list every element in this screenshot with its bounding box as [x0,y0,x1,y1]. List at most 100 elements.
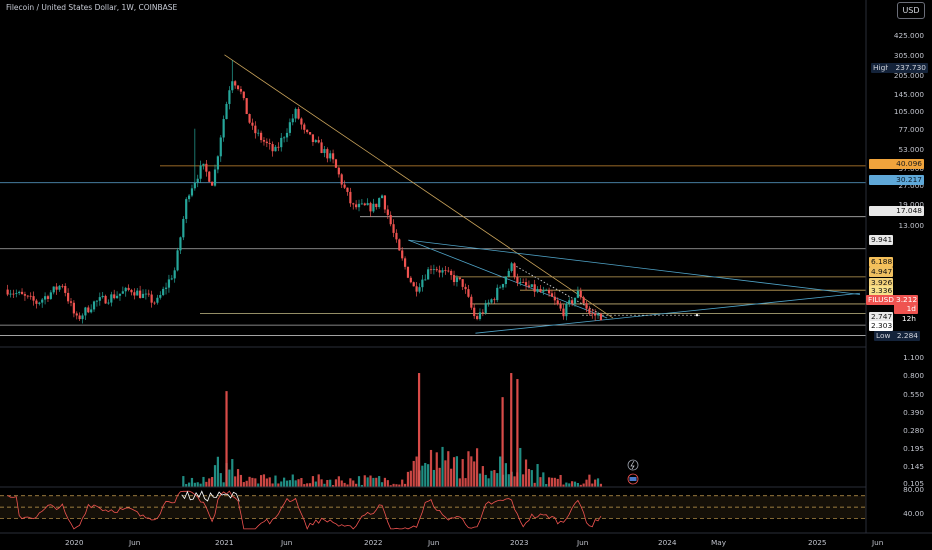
volume-bar [553,477,556,487]
candle-body [458,277,461,280]
candle-body [308,132,312,135]
volume-bar [340,480,343,487]
volume-bar [323,483,326,487]
volume-bar [524,459,528,487]
candle-body [153,302,156,304]
candle-body [219,137,222,157]
price-tick: 19.000 [898,200,924,209]
volume-bar [452,457,456,487]
volume-tick: 0.800 [903,371,924,380]
candle-body [205,163,208,172]
candle-body [314,140,317,143]
candle-body [32,296,35,301]
candle-body [297,108,300,119]
candle-body [475,316,479,319]
time-tick: 2023 [510,538,529,547]
price-tick: 13.000 [898,221,924,230]
volume-bar [447,451,450,487]
candle-body [216,156,219,170]
pane-dividers [0,0,932,534]
candle-body [162,288,165,296]
candle-body [467,289,470,297]
volume-tick: 0.195 [903,444,924,453]
volume-tick: 0.390 [903,408,924,417]
candle-body [75,313,78,316]
candle-body [23,294,27,296]
candle-body [484,303,487,314]
candle-body [427,269,430,280]
time-tick: May [711,538,727,547]
candle-body [392,224,395,233]
currency-button[interactable]: USD [897,2,925,19]
candle-body [596,314,600,316]
candle-body [35,300,38,304]
candle-body [213,169,217,186]
volume-bar [406,471,410,487]
last-price-tag: 3.212 [894,295,918,305]
candle-body [46,296,50,299]
volume-bar [262,474,266,487]
candle-body [375,203,378,208]
candle-body [239,89,243,92]
volume-bar [369,475,372,487]
candle-body [334,159,338,168]
volume-bar [392,483,395,487]
volume-bar [568,483,571,487]
volume-bar [265,478,268,487]
volume-bar [257,483,260,487]
candle-body [265,141,268,144]
volume-bar [334,479,338,487]
volume-bar [478,473,482,487]
candle-body [473,307,476,317]
candle-body [12,293,15,295]
fan-line [475,292,861,334]
volume-bar [225,391,228,487]
candle-body [303,124,306,130]
price-tick: 145.000 [893,90,924,99]
volume-bar [510,373,513,487]
candle-body [262,140,266,142]
candle-body [173,270,176,279]
volume-bar [352,480,355,487]
candle-body [69,301,73,303]
volume-bar [501,397,504,487]
candle-body [202,163,205,166]
symbol-tag: FILUSD [866,295,896,305]
volume-bar [496,473,499,487]
volume-bar [306,483,309,487]
price-tick: 105.000 [893,107,924,116]
candle-body [228,90,231,104]
rsi-tick: 40.00 [903,509,924,518]
volume-bar [432,469,435,487]
candle-body [136,290,139,296]
volume-bar [213,465,217,487]
candle-body [366,203,369,206]
candle-body [522,282,525,283]
rsi-line [7,490,602,530]
volume-bar [277,483,280,487]
volume-tick: 0.145 [903,462,924,471]
candle-body [519,282,522,283]
level-tag: 3.926 [869,278,893,288]
flag-icon [629,477,637,481]
volume-bar [412,460,415,487]
volume-bar [326,479,329,487]
drawing-lines [224,54,861,334]
candle-body [67,292,70,302]
candle-body [530,284,533,287]
volume-bar [308,483,312,487]
time-tick: Jun [281,538,293,547]
candle-body [553,296,556,301]
candle-body [329,153,332,159]
price-tick: 77.000 [898,125,924,134]
volume-bar [329,479,332,487]
candle-body [450,270,453,276]
candle-body [326,149,329,159]
volume-bar [303,484,306,487]
candle-body [441,270,444,273]
time-tick: Jun [872,538,884,547]
candle-body [533,284,536,292]
candle-body [340,174,343,185]
candle-body [254,125,257,134]
